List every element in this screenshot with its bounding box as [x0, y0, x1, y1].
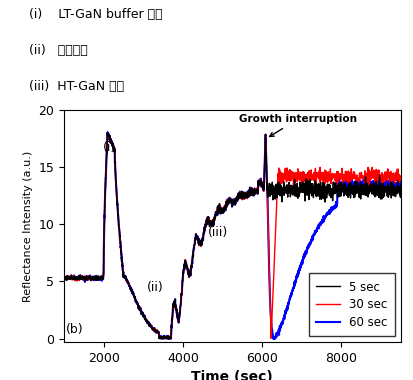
Text: (ii)   재결정화: (ii) 재결정화	[29, 44, 88, 57]
Y-axis label: Reflectance Intensity (a.u.): Reflectance Intensity (a.u.)	[23, 150, 33, 302]
5 sec	[263, 136, 268, 141]
Text: (ii): (ii)	[147, 280, 164, 294]
5 sec	[62, 274, 66, 278]
5 sec	[105, 130, 110, 135]
5 sec	[265, 185, 270, 189]
30 sec	[62, 274, 66, 279]
60 sec	[62, 274, 66, 279]
60 sec	[341, 184, 346, 188]
Text: (iii): (iii)	[208, 226, 228, 239]
30 sec	[293, 176, 298, 180]
60 sec	[323, 214, 328, 218]
Legend: 5 sec, 30 sec, 60 sec: 5 sec, 30 sec, 60 sec	[309, 274, 395, 336]
30 sec	[64, 278, 69, 282]
X-axis label: Time (sec): Time (sec)	[192, 370, 273, 380]
30 sec	[105, 131, 110, 135]
30 sec	[300, 169, 305, 174]
30 sec	[268, 331, 273, 336]
60 sec	[271, 334, 275, 338]
60 sec	[244, 192, 249, 197]
60 sec	[195, 234, 199, 239]
Text: (iii)  HT-GaN 성장: (iii) HT-GaN 성장	[29, 80, 124, 93]
5 sec	[85, 276, 90, 280]
60 sec	[105, 130, 110, 135]
Line: 60 sec: 60 sec	[64, 132, 401, 339]
Text: (i)    LT-GaN buffer 성장: (i) LT-GaN buffer 성장	[29, 8, 163, 21]
60 sec	[66, 276, 71, 280]
5 sec	[359, 185, 364, 189]
5 sec	[292, 189, 297, 193]
Text: (b): (b)	[66, 323, 83, 336]
Text: (i): (i)	[103, 141, 116, 154]
Text: Growth interruption: Growth interruption	[239, 114, 357, 136]
Line: 5 sec: 5 sec	[64, 133, 401, 339]
60 sec	[398, 181, 403, 185]
30 sec	[398, 175, 403, 179]
5 sec	[398, 183, 403, 188]
30 sec	[157, 336, 161, 341]
Line: 30 sec: 30 sec	[64, 133, 401, 339]
60 sec	[159, 336, 164, 341]
5 sec	[158, 336, 163, 341]
30 sec	[262, 177, 267, 182]
5 sec	[153, 328, 158, 333]
30 sec	[270, 299, 275, 304]
